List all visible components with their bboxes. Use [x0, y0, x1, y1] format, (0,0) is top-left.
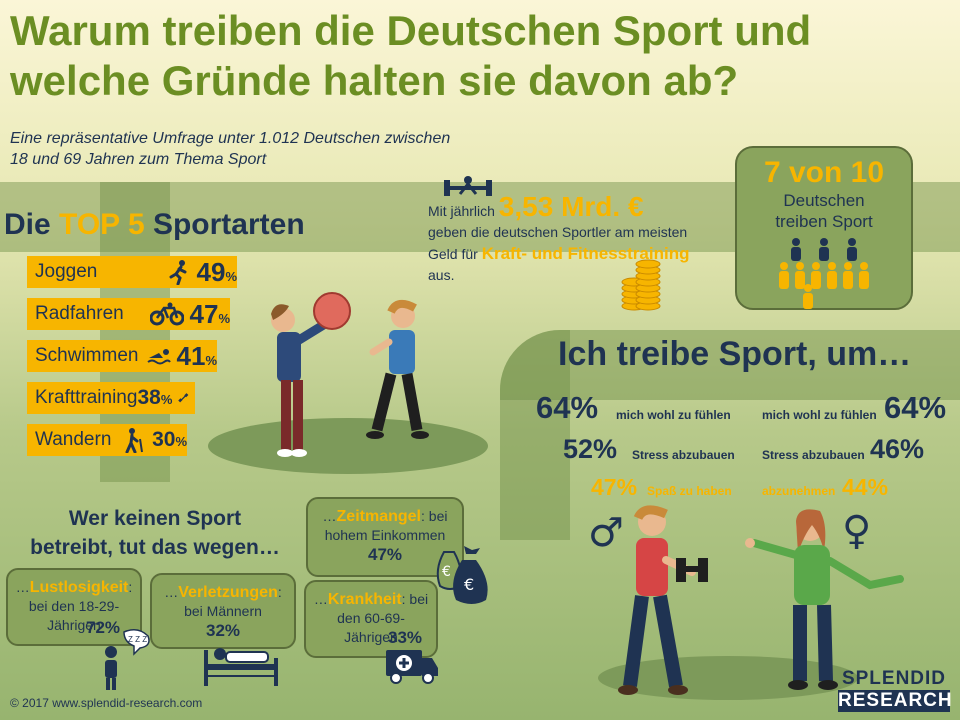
- reason-key: Verletzungen: [178, 584, 278, 601]
- title-line-2: welche Gründe halten sie davon ab?: [10, 57, 739, 104]
- top5-label: Wandern: [35, 429, 112, 450]
- reason-text: bei den 18-29-Jährigen: [28, 598, 120, 633]
- barbell-icon: [444, 176, 492, 196]
- stat-box: 7 von 10 Deutschen treiben Sport: [735, 146, 913, 310]
- top5-bar-joggen: Joggen 49%: [27, 256, 237, 288]
- money-bags-icon: € €: [436, 546, 488, 604]
- ground-shadow-left: [208, 418, 488, 474]
- nosport-heading-line-1: Wer keinen Sport: [68, 507, 242, 530]
- female-reason-value: 64%: [884, 390, 947, 425]
- ground-shadow-right: [598, 656, 858, 700]
- male-reason-value: 64%: [536, 390, 599, 425]
- top5-value: 38%: [137, 386, 173, 409]
- nosport-heading-line-2: betreibt, tut das wegen…: [30, 536, 280, 559]
- injured-bed-icon: [204, 648, 278, 686]
- brand-line-1: SPLENDID: [841, 668, 947, 689]
- male-reason-value: 47%: [591, 474, 638, 500]
- brand-line-2: RESEARCH: [838, 690, 953, 712]
- female-reason-value: 44%: [842, 474, 889, 500]
- reason-value: 32%: [205, 621, 241, 640]
- top5-bar-radfahren: Radfahren 47%: [27, 298, 230, 330]
- reason-key: Krankheit: [327, 591, 402, 608]
- swimmer-icon: [146, 349, 171, 365]
- fact-amount: 3,53 Mrd. €: [498, 191, 644, 222]
- female-reason-text: abzunehmen: [762, 484, 836, 498]
- brand-logo: SPLENDID RESEARCH: [838, 668, 953, 712]
- top5-heading-pre: Die: [4, 208, 60, 241]
- svg-text:€: €: [442, 564, 451, 580]
- ball-icon: [313, 292, 351, 330]
- top5-bar-wandern: Wandern 30%: [27, 424, 187, 456]
- reason-text: den 60-69-Jährigen: [337, 610, 405, 645]
- reason-box-verletzungen: …Verletzungen: bei Männern 32%: [150, 573, 296, 649]
- spending-fact: Mit jährlich 3,53 Mrd. € geben die deuts…: [428, 193, 698, 286]
- top5-label: Joggen: [35, 261, 98, 282]
- reason-box-zeitmangel: …Zeitmangel: bei hohem Einkommen 47%: [306, 497, 464, 577]
- nosport-heading: Wer keinen Sport betreibt, tut das wegen…: [20, 504, 290, 562]
- hiker-icon: [125, 428, 144, 453]
- top5-heading-post: Sportarten: [144, 208, 305, 241]
- top5-bar-schwimmen: Schwimmen 41%: [27, 340, 217, 372]
- subtitle-line-2: 18 und 69 Jahren zum Thema Sport: [10, 151, 267, 168]
- reason-box-lustlosigkeit: …Lustlosigkeit: bei den 18-29-Jährigen 7…: [6, 568, 142, 646]
- top5-label: Radfahren: [35, 303, 124, 324]
- top5-value: 49%: [196, 256, 237, 287]
- reason-text: bei Männern: [184, 603, 262, 619]
- reason-value: 72%: [86, 618, 121, 637]
- female-symbol-icon: ♀: [842, 508, 872, 554]
- reason-key: Zeitmangel: [336, 508, 421, 525]
- male-reason-text: mich wohl zu fühlen: [616, 408, 731, 422]
- ball-players-illustration: [271, 292, 429, 457]
- stat-line-1: Deutschen: [783, 191, 865, 210]
- reason-value: 47%: [367, 545, 403, 564]
- sleep-text: Z Z Z: [128, 635, 147, 644]
- top5-bar-krafttraining: Krafttraining 38%: [27, 382, 195, 414]
- fact-pre: Mit jährlich: [428, 203, 495, 219]
- woman-talking-illustration: [745, 509, 904, 690]
- title-line-1: Warum treiben die Deutschen Sport und: [10, 7, 812, 54]
- subtitle-line-1: Eine repräsentative Umfrage unter 1.012 …: [10, 130, 451, 147]
- running-icon: [169, 260, 187, 285]
- page-title: Warum treiben die Deutschen Sport und we…: [10, 6, 910, 106]
- man-catching-figure: [366, 299, 429, 439]
- stat-line-2: treiben Sport: [775, 212, 873, 231]
- fact-highlight: Kraft- und Fitnesstraining: [481, 244, 690, 263]
- top5-heading-highlight: TOP 5: [59, 208, 145, 241]
- ambulance-icon: [386, 650, 438, 684]
- female-reason-value: 46%: [870, 434, 925, 464]
- male-reason-text: Spaß zu haben: [647, 484, 732, 498]
- dumbbell-icon: [178, 393, 189, 403]
- coins-icon: [621, 259, 661, 311]
- reason-box-krankheit: …Krankheit: bei den 60-69-Jährigen 33%: [304, 580, 438, 658]
- top5-heading: Die TOP 5 Sportarten: [4, 208, 305, 242]
- page-subtitle: Eine repräsentative Umfrage unter 1.012 …: [10, 128, 570, 170]
- tired-person-icon: Z Z Z: [105, 629, 150, 690]
- male-symbol-icon: ♂: [588, 510, 624, 556]
- top5-value: 41%: [176, 340, 217, 371]
- background-road-right-down: [500, 330, 570, 540]
- male-reason-value: 52%: [563, 434, 618, 464]
- man-dumbbell-illustration: [618, 505, 708, 695]
- fact-post: aus.: [428, 267, 455, 283]
- svg-text:€: €: [464, 575, 474, 594]
- fact-mid: geben die deutschen Sportler am meisten …: [428, 224, 688, 262]
- male-reason-text: Stress abzubauen: [632, 448, 735, 462]
- people-group-icon: [779, 238, 869, 309]
- female-reason-text: mich wohl zu fühlen: [762, 408, 877, 422]
- background-road-right: [500, 330, 960, 400]
- reason-value: 33%: [388, 628, 423, 647]
- reason-text: hohem Einkommen: [324, 527, 446, 543]
- reason-key: Lustlosigkeit: [29, 579, 129, 596]
- reasons-heading: Ich treibe Sport, um…: [558, 335, 912, 373]
- bicycle-icon: [149, 302, 184, 326]
- top5-value: 47%: [189, 298, 230, 329]
- top5-value: 30%: [152, 428, 187, 451]
- stat-number: 7 von 10: [763, 156, 885, 189]
- top5-label: Schwimmen: [35, 345, 139, 366]
- female-reason-text: Stress abzubauen: [762, 448, 865, 462]
- woman-with-ball-figure: [271, 304, 330, 457]
- top5-label: Krafttraining: [35, 387, 138, 408]
- copyright-footer: © 2017 www.splendid-research.com: [10, 696, 203, 710]
